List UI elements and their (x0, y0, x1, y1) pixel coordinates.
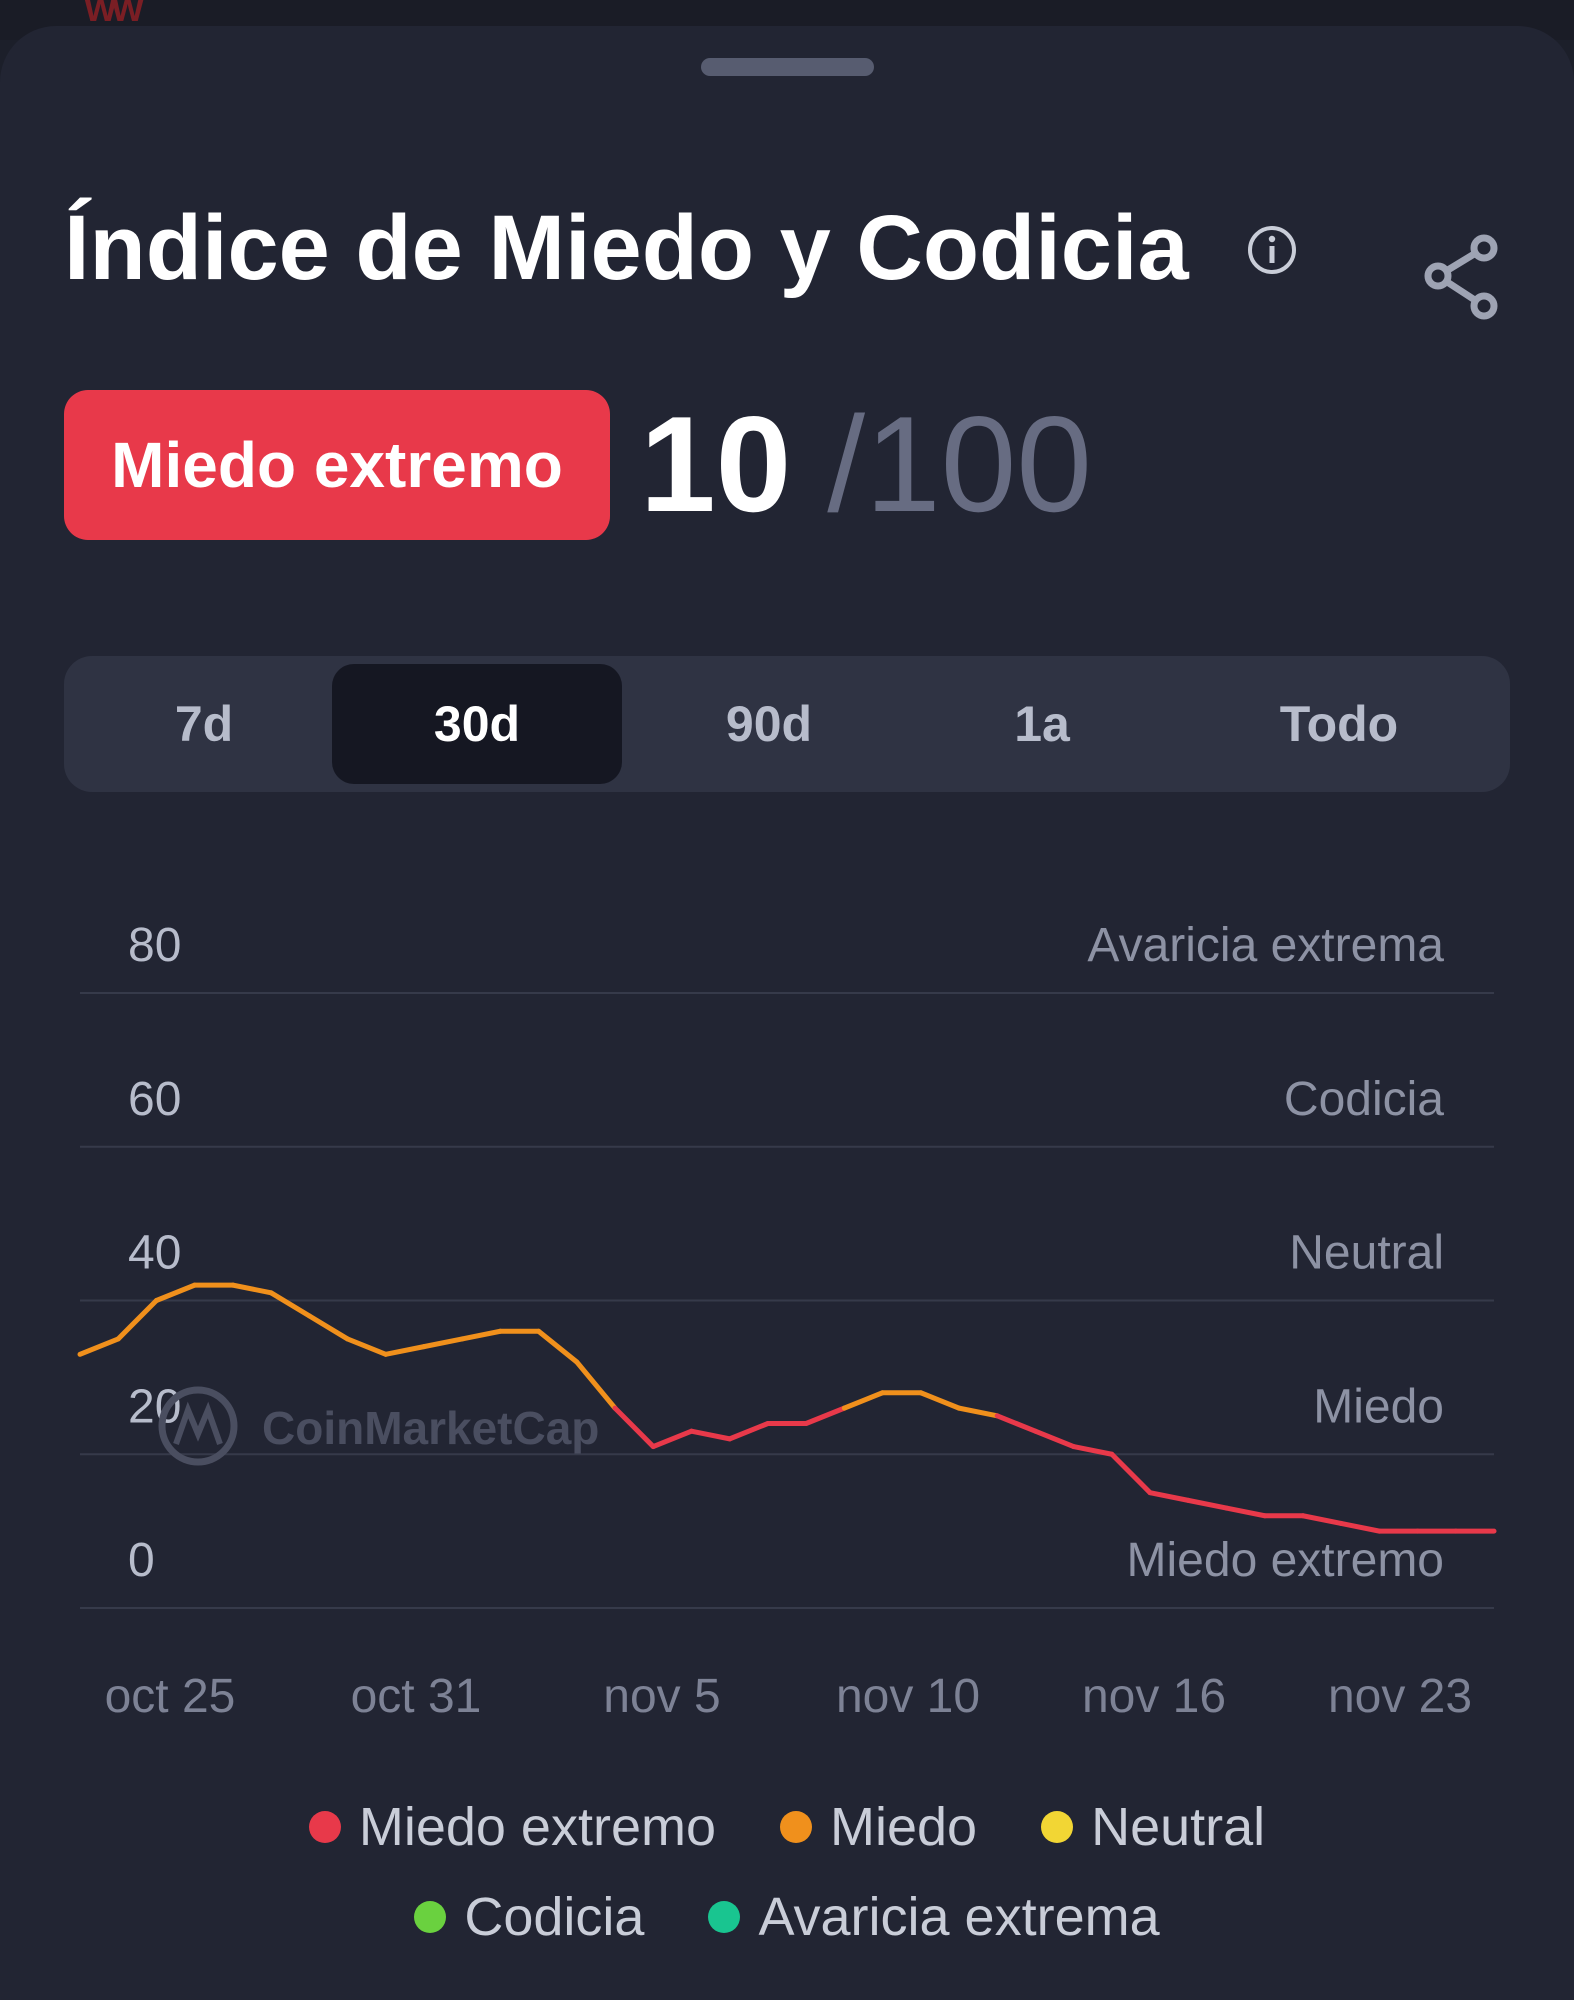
legend-dot (308, 1811, 341, 1843)
tab-7d[interactable]: 7d (174, 696, 234, 752)
legend-label: Avaricia extrema (758, 1887, 1160, 1947)
y-tick-label: 0 (128, 1534, 155, 1587)
watermark-text: CoinMarketCap (262, 1402, 599, 1454)
legend-item-miedo-extremo: Miedo extremo (308, 1796, 716, 1858)
series-segment (268, 1290, 312, 1319)
series-segment (77, 1336, 121, 1357)
series-segment (841, 1390, 886, 1411)
series-segment (1071, 1444, 1115, 1457)
page-title: Índice de Miedo y Codicia (64, 197, 1189, 299)
series-segment (612, 1405, 656, 1450)
background-logo-icon: ww (85, 0, 143, 26)
legend-item-codicia: Codicia (414, 1886, 644, 1948)
y-tick-label: 40 (128, 1227, 181, 1280)
series-segment (994, 1413, 1038, 1434)
series-segment (1032, 1428, 1077, 1450)
series-segment (956, 1405, 1000, 1419)
x-tick-label: oct 25 (105, 1670, 236, 1723)
legend-dot (708, 1901, 741, 1933)
series-segment (650, 1428, 694, 1450)
bottom-sheet: Índice de Miedo y Codicia Miedo extremo … (0, 26, 1574, 2000)
drag-handle[interactable] (701, 58, 874, 76)
series-segment (1223, 1505, 1268, 1519)
series-segment (421, 1336, 465, 1350)
tab-30d[interactable]: 30d (332, 664, 622, 784)
share-icon[interactable] (1422, 234, 1502, 324)
score-display: 10 /100 (640, 396, 1092, 536)
y-tick-label: 60 (128, 1073, 181, 1126)
series-segment (1147, 1490, 1191, 1503)
legend-label: Miedo (830, 1797, 978, 1857)
legend-dot (780, 1811, 812, 1843)
series-segment (1338, 1520, 1382, 1534)
series-segment (153, 1282, 198, 1303)
legend-row-2: Codicia Avaricia extrema (0, 1886, 1574, 1948)
series-segment (727, 1421, 771, 1442)
legend-label: Codicia (464, 1887, 645, 1947)
series-segment (459, 1328, 503, 1342)
x-tick-label: oct 31 (351, 1670, 482, 1723)
info-icon[interactable] (1246, 224, 1298, 276)
legend-label: Miedo extremo (358, 1797, 716, 1857)
series-segment (1300, 1513, 1344, 1526)
series-segment (230, 1282, 274, 1296)
y-tick-label: 20 (128, 1380, 181, 1433)
legend-item-avaricia-extrema: Avaricia extrema (708, 1886, 1160, 1948)
timeframe-tabs: 7d 30d 90d 1a Todo (64, 656, 1510, 792)
legend-row-1: Miedo extremo Miedo Neutral (0, 1796, 1574, 1858)
chart-svg: 0 20 40 60 80 Avaricia extrema Codicia Neutral M… (77, 919, 1497, 1723)
zone-label: Codicia (1284, 1073, 1444, 1126)
zone-label: Neutral (1289, 1227, 1444, 1280)
series-segment (1185, 1497, 1229, 1511)
watermark-logo-icon (158, 1386, 238, 1466)
series-segment (1109, 1451, 1153, 1496)
fear-greed-chart: 0 20 40 60 80 Avaricia extrema Codicia Neutral M… (0, 876, 1574, 1736)
legend-item-neutral: Neutral (1041, 1796, 1265, 1858)
series-segment (574, 1359, 618, 1411)
series-segment (345, 1336, 389, 1357)
tab-90d[interactable]: 90d (725, 696, 813, 752)
legend-dot (414, 1901, 447, 1933)
y-tick-label: 80 (128, 919, 181, 972)
zone-label: Miedo extremo (1127, 1534, 1444, 1587)
series-segment (383, 1344, 427, 1357)
legend-dot (1041, 1811, 1074, 1843)
zone-label: Avaricia extrema (1087, 919, 1444, 972)
zone-label: Miedo (1313, 1380, 1444, 1433)
series-segment (536, 1328, 580, 1365)
tab-todo[interactable]: Todo (1279, 696, 1399, 752)
x-tick-label: nov 16 (1082, 1670, 1226, 1723)
status-badge: Miedo extremo (64, 390, 610, 540)
series-segment (115, 1298, 159, 1342)
tab-1a[interactable]: 1a (1014, 696, 1070, 752)
series-segment (306, 1313, 351, 1342)
series-segment (688, 1428, 733, 1442)
x-tick-label: nov 10 (836, 1670, 980, 1723)
watermark-logo-icon (173, 1401, 223, 1445)
score-max: /100 (827, 388, 1092, 540)
score-value: 10 (640, 388, 792, 540)
series-segment (918, 1390, 962, 1411)
series-segment (803, 1405, 847, 1426)
legend-label: Neutral (1091, 1797, 1266, 1857)
chart-legend: Miedo extremo Miedo Neutral Codicia Avar… (0, 1796, 1574, 1976)
x-tick-label: nov 23 (1328, 1670, 1472, 1723)
x-tick-label: nov 5 (603, 1670, 720, 1723)
legend-item-miedo: Miedo (780, 1796, 977, 1858)
